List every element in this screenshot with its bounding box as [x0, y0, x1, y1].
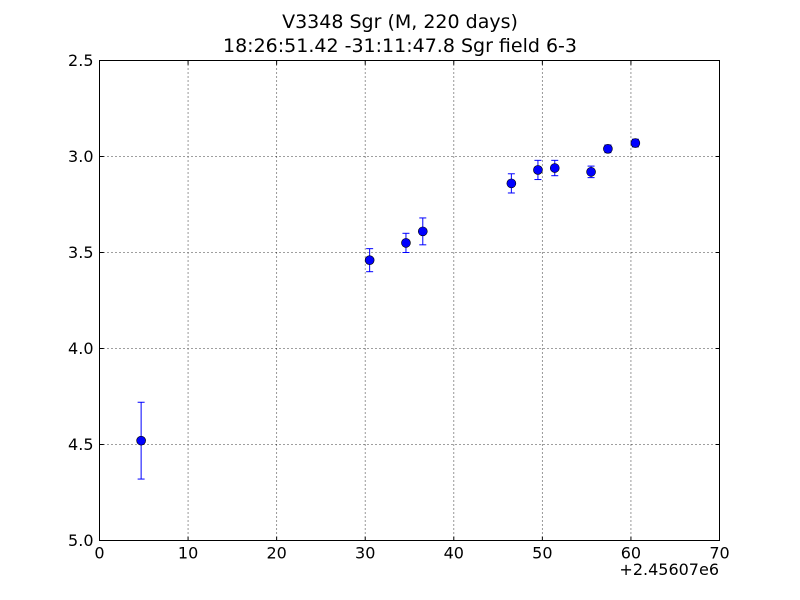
y-tick-label: 4.5 — [68, 435, 93, 454]
data-points — [136, 138, 641, 446]
x-tick-label: 20 — [266, 544, 286, 563]
plot-frame — [99, 60, 720, 541]
x-offset-label: +2.45607e6 — [619, 560, 719, 579]
y-tick-label: 3.5 — [68, 243, 93, 262]
error-bars — [137, 138, 639, 480]
x-tick-label: 0 — [94, 544, 104, 563]
data-point — [549, 163, 560, 173]
axis-ticks — [99, 60, 720, 541]
data-point — [630, 138, 641, 148]
chart-subtitle: 18:26:51.42 -31:11:47.8 Sgr field 6-3 — [223, 35, 577, 57]
x-tick-label: 70 — [709, 544, 729, 563]
data-point — [533, 165, 543, 175]
y-tick-label: 3.0 — [68, 147, 93, 166]
data-point — [417, 226, 428, 237]
data-point — [603, 144, 613, 154]
y-tick-label: 4.0 — [68, 339, 93, 358]
data-point — [401, 238, 411, 248]
x-tick-label: 50 — [532, 544, 552, 563]
x-tick-label: 60 — [621, 544, 641, 563]
data-point — [506, 178, 517, 189]
x-tick-label: 10 — [178, 544, 198, 563]
data-point — [586, 167, 596, 177]
data-point — [136, 435, 146, 446]
y-tick-label: 2.5 — [68, 51, 93, 70]
y-tick-label: 5.0 — [68, 531, 93, 550]
data-point — [364, 255, 375, 265]
x-tick-label: 40 — [444, 544, 464, 563]
tick-labels: 0 10 20 30 40 50 60 70 2.5 3.0 3.5 4.0 4.5 5.0 — [68, 51, 730, 563]
grid-layer — [99, 60, 720, 541]
x-tick-label: 30 — [355, 544, 375, 563]
chart-title: V3348 Sgr (M, 220 days) — [282, 11, 518, 33]
